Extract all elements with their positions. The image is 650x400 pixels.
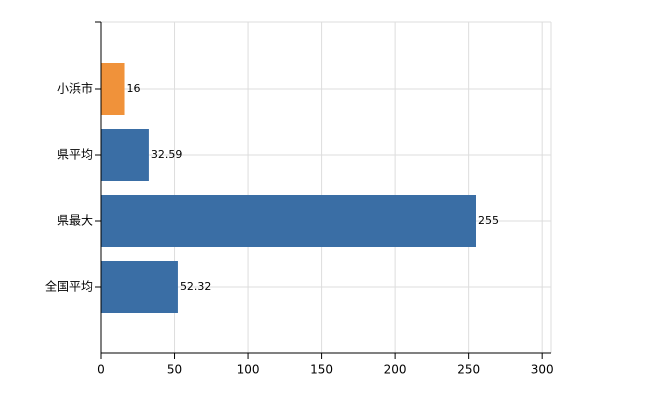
y-tick-label: 全国平均 (45, 279, 93, 294)
bar (101, 129, 149, 181)
y-tick-label: 県最大 (57, 214, 93, 228)
bar (101, 261, 178, 313)
bar (101, 195, 476, 247)
value-label: 16 (127, 82, 141, 95)
x-tick-label: 300 (531, 363, 554, 377)
bar (101, 63, 125, 115)
value-label: 255 (478, 214, 499, 227)
x-tick-label: 100 (237, 363, 260, 377)
x-tick-label: 50 (167, 363, 182, 377)
x-tick-label: 150 (310, 363, 333, 377)
y-tick-label: 小浜市 (57, 81, 93, 96)
y-tick-label: 県平均 (57, 148, 93, 162)
value-label: 52.32 (180, 280, 212, 293)
value-label: 32.59 (151, 148, 183, 161)
x-tick-label: 250 (457, 363, 480, 377)
x-tick-label: 200 (384, 363, 407, 377)
x-tick-label: 0 (97, 363, 105, 377)
